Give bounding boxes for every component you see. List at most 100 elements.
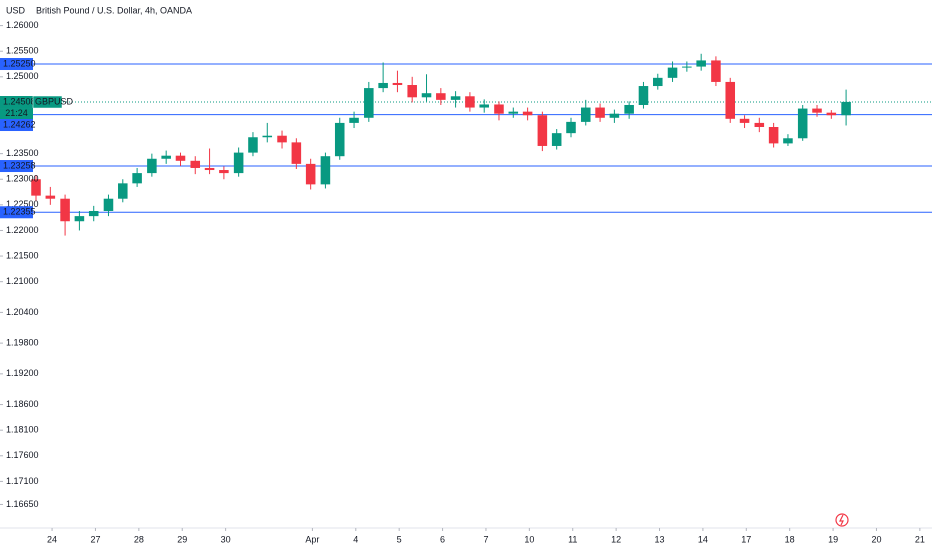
icon-ring[interactable] xyxy=(835,513,849,527)
candle-body xyxy=(450,96,461,100)
x-tick-label: 27 xyxy=(90,534,100,544)
candle-body xyxy=(609,113,620,118)
symbol-box xyxy=(32,95,63,109)
candle-body xyxy=(725,81,736,119)
candle-body xyxy=(204,167,215,171)
candle-body xyxy=(190,160,201,168)
x-tick-label: 19 xyxy=(828,534,838,544)
candle-body xyxy=(233,152,244,174)
candle-body xyxy=(479,104,489,108)
candle-body xyxy=(537,115,548,146)
y-tick-label: 1.22000 xyxy=(6,225,39,235)
y-tick-label: 1.16650 xyxy=(6,499,39,509)
hline-label: 1.23258 xyxy=(0,160,36,173)
candle-body xyxy=(768,127,779,144)
candle-body xyxy=(349,117,359,123)
x-tick-label: 21 xyxy=(915,534,925,544)
hline-box xyxy=(0,160,33,173)
x-tick-label: 28 xyxy=(134,534,144,544)
y-tick-label: 1.18100 xyxy=(6,425,39,435)
candle-body xyxy=(291,142,302,164)
y-tick-label: 1.18600 xyxy=(6,399,39,409)
price-box xyxy=(0,96,33,109)
candle-body xyxy=(88,210,99,217)
signal-icon[interactable] xyxy=(835,513,849,527)
candle-body xyxy=(667,67,678,78)
candle-body xyxy=(103,198,114,211)
chart-title: British Pound / U.S. Dollar, 4h, OANDA xyxy=(36,5,192,15)
candle-body xyxy=(494,104,504,114)
price-text: 1.24508 xyxy=(3,96,36,106)
countdown-box xyxy=(0,108,33,120)
hline-box xyxy=(0,119,33,132)
candles xyxy=(31,53,851,236)
x-tick-label: 24 xyxy=(47,534,57,544)
candle-body xyxy=(175,155,186,161)
y-tick-label: 1.21500 xyxy=(6,250,39,260)
candle-body xyxy=(277,135,287,143)
y-tick-label: 1.17600 xyxy=(6,450,39,460)
x-tick-label: 29 xyxy=(177,534,187,544)
hline-box xyxy=(0,58,33,71)
x-tick-label: 10 xyxy=(524,534,534,544)
candle-body xyxy=(60,198,70,222)
candle-body xyxy=(508,111,519,114)
hline-text: 1.25250 xyxy=(3,58,36,68)
x-tick-label: 13 xyxy=(655,534,665,544)
candle-body xyxy=(407,85,417,98)
hline-text: 1.22355 xyxy=(3,207,36,217)
candle-body xyxy=(465,96,475,108)
candle-body xyxy=(147,158,157,174)
icon-bolt[interactable] xyxy=(839,514,844,526)
candle-body xyxy=(262,135,273,138)
candle-body xyxy=(826,112,837,116)
candle-body xyxy=(624,104,634,114)
candle-body xyxy=(739,118,750,123)
candle-body xyxy=(132,173,142,184)
last-price-label: 1.24508 GBPUSD 21:24 xyxy=(0,95,74,120)
candle-body xyxy=(653,77,663,87)
x-tick-label: 7 xyxy=(483,534,488,544)
candle-body xyxy=(522,111,533,116)
candle-body xyxy=(320,156,331,185)
candle-body xyxy=(31,179,41,196)
candle-body xyxy=(364,88,374,118)
candle-body xyxy=(305,163,316,185)
x-tick-label: 17 xyxy=(741,534,751,544)
x-tick-label: Apr xyxy=(305,534,319,544)
candle-body xyxy=(812,108,822,113)
candle-body xyxy=(248,137,258,153)
x-tick-label: 18 xyxy=(785,534,795,544)
hline-text: 1.24262 xyxy=(3,119,36,129)
candle-body xyxy=(711,60,721,82)
countdown-text: 21:24 xyxy=(5,108,28,118)
candle-body xyxy=(595,107,605,118)
candle-body xyxy=(783,138,793,144)
x-tick-label: 6 xyxy=(440,534,445,544)
hline-label: 1.24262 xyxy=(0,119,36,132)
candle-body xyxy=(754,122,765,128)
hline-box xyxy=(0,206,33,219)
hline-label: 1.25250 xyxy=(0,58,36,71)
currency-label: USD xyxy=(6,5,26,15)
y-tick-label: 1.22500 xyxy=(6,199,39,209)
candle-body xyxy=(45,195,56,199)
candle-body xyxy=(696,60,706,67)
candle-body xyxy=(74,216,85,222)
candle-body xyxy=(797,108,808,139)
x-tick-label: 5 xyxy=(397,534,402,544)
y-tick-label: 1.17100 xyxy=(6,476,39,486)
y-tick-label: 1.19200 xyxy=(6,368,39,378)
hline-text: 1.23258 xyxy=(3,160,36,170)
candle-body xyxy=(580,107,591,122)
candle-body xyxy=(551,133,562,146)
candle-body xyxy=(436,93,446,100)
candle-body xyxy=(682,66,692,68)
y-tick-label: 1.20400 xyxy=(6,307,39,317)
x-tick-label: 12 xyxy=(611,534,621,544)
candle-body xyxy=(841,101,851,116)
x-tick-label: 11 xyxy=(568,534,577,544)
candle-body xyxy=(118,183,128,199)
